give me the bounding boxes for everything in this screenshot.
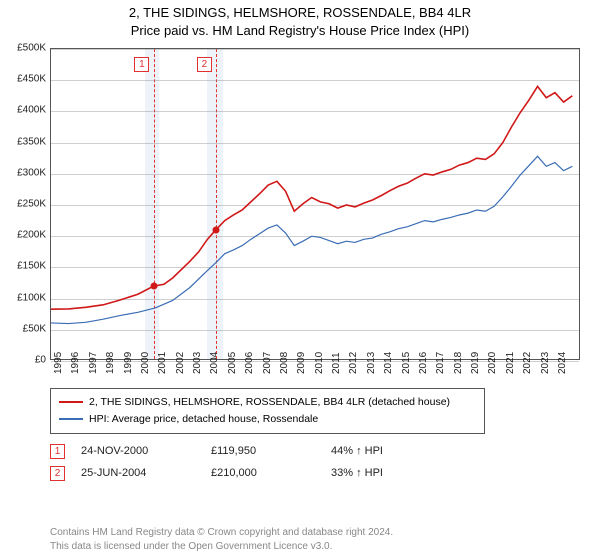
x-axis-label: 1998 <box>105 352 116 374</box>
tx-price: £119,950 <box>211 445 331 457</box>
y-axis-label: £0 <box>4 355 46 366</box>
x-axis-label: 2007 <box>262 352 273 374</box>
x-axis-label: 2003 <box>192 352 203 374</box>
x-axis-label: 2019 <box>470 352 481 374</box>
y-axis-label: £500K <box>4 43 46 54</box>
tx-point <box>150 283 157 290</box>
legend: 2, THE SIDINGS, HELMSHORE, ROSSENDALE, B… <box>50 388 485 434</box>
legend-item: HPI: Average price, detached house, Ross… <box>59 411 476 428</box>
title-line-2: Price paid vs. HM Land Registry's House … <box>0 22 600 40</box>
x-axis-label: 2018 <box>453 352 464 374</box>
tx-marker-1: 1 <box>134 57 149 72</box>
tx-price: £210,000 <box>211 467 331 479</box>
x-axis-label: 2023 <box>540 352 551 374</box>
price-chart: 12 £0£50K£100K£150K£200K£250K£300K£350K£… <box>50 48 580 360</box>
tx-delta: 44% ↑ HPI <box>331 445 431 457</box>
y-axis-label: £300K <box>4 167 46 178</box>
series-line <box>51 156 572 323</box>
x-axis-label: 2010 <box>314 352 325 374</box>
x-axis-label: 2013 <box>366 352 377 374</box>
series-line <box>51 86 572 309</box>
x-axis-label: 2016 <box>418 352 429 374</box>
legend-swatch <box>59 418 83 420</box>
y-axis-label: £400K <box>4 105 46 116</box>
y-axis-label: £50K <box>4 323 46 334</box>
legend-label: HPI: Average price, detached house, Ross… <box>89 413 318 425</box>
x-axis-label: 2021 <box>505 352 516 374</box>
x-axis-label: 2014 <box>383 352 394 374</box>
tx-delta: 33% ↑ HPI <box>331 467 431 479</box>
plot-area: 12 <box>50 48 580 360</box>
x-axis-label: 1995 <box>53 352 64 374</box>
legend-item: 2, THE SIDINGS, HELMSHORE, ROSSENDALE, B… <box>59 394 476 411</box>
x-axis-label: 1999 <box>123 352 134 374</box>
x-axis-label: 2022 <box>522 352 533 374</box>
legend-swatch <box>59 401 83 403</box>
attribution-footer: Contains HM Land Registry data © Crown c… <box>50 526 393 554</box>
x-axis-label: 2006 <box>244 352 255 374</box>
x-axis-label: 2000 <box>140 352 151 374</box>
tx-row: 1 24-NOV-2000£119,95044% ↑ HPI <box>50 440 431 462</box>
x-axis-label: 2002 <box>175 352 186 374</box>
x-axis-label: 2008 <box>279 352 290 374</box>
x-axis-label: 1997 <box>88 352 99 374</box>
tx-date: 25-JUN-2004 <box>81 467 211 479</box>
x-axis-label: 2020 <box>487 352 498 374</box>
title-line-1: 2, THE SIDINGS, HELMSHORE, ROSSENDALE, B… <box>0 4 600 22</box>
y-axis-label: £350K <box>4 136 46 147</box>
series-svg <box>51 49 581 361</box>
y-axis-label: £100K <box>4 292 46 303</box>
chart-title: 2, THE SIDINGS, HELMSHORE, ROSSENDALE, B… <box>0 0 600 40</box>
footer-line-1: Contains HM Land Registry data © Crown c… <box>50 526 393 540</box>
tx-num-box: 2 <box>50 466 65 481</box>
tx-row: 2 25-JUN-2004£210,00033% ↑ HPI <box>50 462 431 484</box>
transactions-table: 1 24-NOV-2000£119,95044% ↑ HPI 2 25-JUN-200… <box>50 440 431 484</box>
x-axis-label: 2024 <box>557 352 568 374</box>
y-axis-label: £250K <box>4 199 46 210</box>
x-axis-label: 2001 <box>157 352 168 374</box>
tx-num-box: 1 <box>50 444 65 459</box>
footer-line-2: This data is licensed under the Open Gov… <box>50 540 393 554</box>
tx-marker-2: 2 <box>197 57 212 72</box>
y-axis-label: £150K <box>4 261 46 272</box>
tx-point <box>212 226 219 233</box>
y-axis-label: £450K <box>4 74 46 85</box>
tx-date: 24-NOV-2000 <box>81 445 211 457</box>
x-axis-label: 2005 <box>227 352 238 374</box>
y-axis-label: £200K <box>4 230 46 241</box>
x-axis-label: 2004 <box>209 352 220 374</box>
x-axis-label: 1996 <box>70 352 81 374</box>
x-axis-label: 2012 <box>348 352 359 374</box>
x-axis-label: 2015 <box>401 352 412 374</box>
x-axis-label: 2011 <box>331 352 342 374</box>
legend-label: 2, THE SIDINGS, HELMSHORE, ROSSENDALE, B… <box>89 396 450 408</box>
x-axis-label: 2017 <box>435 352 446 374</box>
x-axis-label: 2009 <box>296 352 307 374</box>
